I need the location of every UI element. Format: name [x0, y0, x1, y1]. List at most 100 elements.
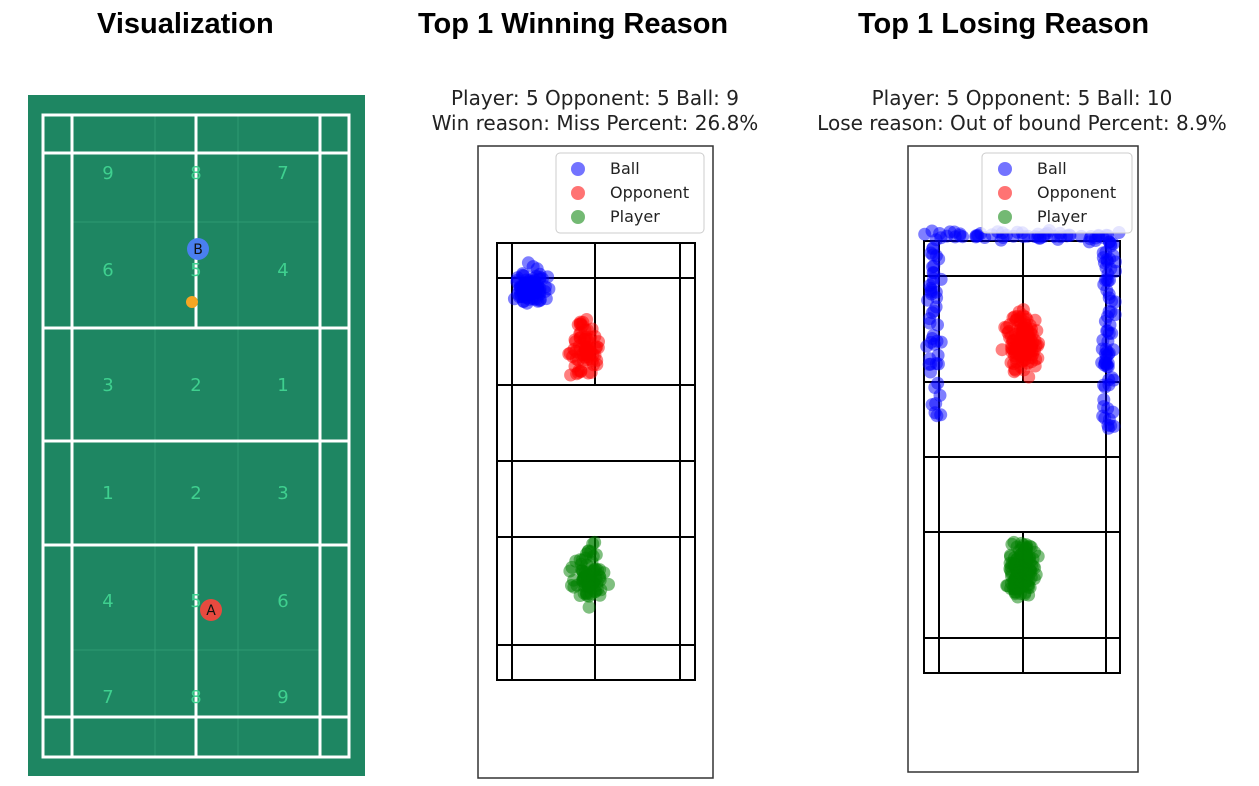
win-legend-ball: Ball [610, 159, 640, 178]
ball-point [535, 272, 549, 286]
marker-a-label: A [206, 603, 216, 619]
opponent-point [1031, 339, 1045, 353]
ball-point [1089, 234, 1102, 247]
zone-number: 8 [190, 163, 201, 184]
ball-point [921, 293, 935, 307]
player-marker-b: B [187, 238, 209, 260]
player-point [1005, 569, 1018, 583]
zone-number: 7 [277, 163, 288, 184]
ball-point [924, 357, 938, 371]
player-point [582, 600, 596, 614]
ball-point [1101, 274, 1115, 288]
zone-number: 2 [190, 483, 201, 504]
win-legend-opponent-swatch [571, 186, 585, 200]
win-subtitle-line2: Win reason: Miss Percent: 26.8% [432, 111, 759, 135]
lose-legend-box [981, 152, 1133, 234]
ball-point [931, 348, 945, 362]
opponent-point [587, 358, 601, 372]
winning-reason-heading: Top 1 Winning Reason [418, 8, 729, 40]
ball-point [1108, 295, 1122, 309]
ball-point [1096, 246, 1110, 260]
ball-point [1051, 232, 1065, 246]
lose-scatter-points [918, 224, 1126, 604]
badminton-court: 9 8 7 6 5 4 3 2 1 1 2 3 4 5 6 7 8 9 B A [28, 95, 365, 776]
ball-point [1107, 373, 1121, 387]
player-point [577, 586, 591, 600]
court-lines [41, 113, 351, 759]
zone-number: 6 [102, 260, 113, 281]
losing-reason-chart: Player: 5 Opponent: 5 Ball: 10 Lose reas… [817, 86, 1227, 773]
zone-number: 9 [102, 163, 113, 184]
lose-legend-opponent: Opponent [1037, 183, 1116, 202]
win-legend-player-swatch [571, 210, 585, 224]
losing-reason-heading: Top 1 Losing Reason [858, 8, 1150, 40]
player-point [576, 564, 590, 578]
zone-number: 3 [102, 375, 113, 396]
lose-legend-ball: Ball [1037, 159, 1067, 178]
win-legend-ball-swatch [571, 162, 585, 176]
marker-b-label: B [193, 242, 203, 258]
ball-point [1098, 347, 1112, 361]
ball-point [1098, 357, 1112, 371]
ball-point [1096, 409, 1110, 423]
ball-point [956, 230, 970, 244]
zone-number: 3 [277, 483, 288, 504]
opponent-point [579, 342, 593, 356]
visualization-heading: Visualization [97, 8, 274, 40]
player-marker-a: A [200, 599, 222, 621]
ball-point [1102, 421, 1115, 435]
shuttle-marker [186, 296, 198, 308]
ball-point [930, 334, 944, 348]
opponent-point [1021, 356, 1035, 370]
zone-number: 6 [277, 591, 288, 612]
zone-number: 5 [190, 260, 201, 281]
ball-point [940, 229, 954, 243]
ball-point [923, 312, 936, 326]
ball-point [924, 283, 938, 297]
zone-number: 4 [277, 260, 288, 281]
win-scatter-points [507, 256, 615, 614]
ball-point [1101, 324, 1115, 338]
win-legend-player: Player [610, 207, 660, 226]
opponent-point [580, 313, 594, 326]
opponent-point [1022, 370, 1036, 384]
win-legend: Ball Opponent Player [555, 152, 705, 234]
opponent-point [1028, 313, 1042, 327]
win-legend-box [555, 152, 705, 234]
zone-number: 2 [190, 375, 201, 396]
player-point [588, 585, 602, 599]
ball-point [1097, 378, 1111, 392]
lose-subtitle-line1: Player: 5 Opponent: 5 Ball: 10 [872, 86, 1173, 110]
opponent-point [1018, 326, 1032, 340]
ball-point [971, 228, 985, 242]
zone-number: 8 [190, 687, 201, 708]
lose-legend: Ball Opponent Player [981, 152, 1133, 234]
lose-legend-opponent-swatch [998, 186, 1012, 200]
ball-point [523, 280, 537, 294]
win-subtitle-line1: Player: 5 Opponent: 5 Ball: 9 [451, 86, 739, 110]
player-point [592, 569, 606, 583]
ball-point [925, 224, 939, 238]
zone-numbers: 9 8 7 6 5 4 3 2 1 1 2 3 4 5 6 7 8 9 [102, 163, 288, 708]
ball-point [1099, 261, 1113, 275]
ball-point [928, 406, 942, 420]
opponent-point [998, 320, 1012, 334]
winning-reason-chart: Player: 5 Opponent: 5 Ball: 9 Win reason… [432, 86, 759, 779]
ball-point [926, 260, 939, 274]
zone-number: 4 [102, 591, 113, 612]
zone-number: 1 [277, 375, 288, 396]
lose-legend-player: Player [1037, 207, 1087, 226]
ball-point [926, 242, 940, 256]
player-point [1011, 590, 1025, 604]
win-legend-opponent: Opponent [610, 183, 689, 202]
zone-number: 9 [277, 687, 288, 708]
lose-legend-player-swatch [998, 210, 1012, 224]
ball-point [1097, 400, 1111, 414]
zone-number: 7 [102, 687, 113, 708]
opponent-point [1008, 346, 1022, 360]
opponent-point [579, 331, 593, 344]
player-point [563, 564, 577, 578]
player-point [1014, 536, 1028, 550]
opponent-point [570, 367, 584, 381]
